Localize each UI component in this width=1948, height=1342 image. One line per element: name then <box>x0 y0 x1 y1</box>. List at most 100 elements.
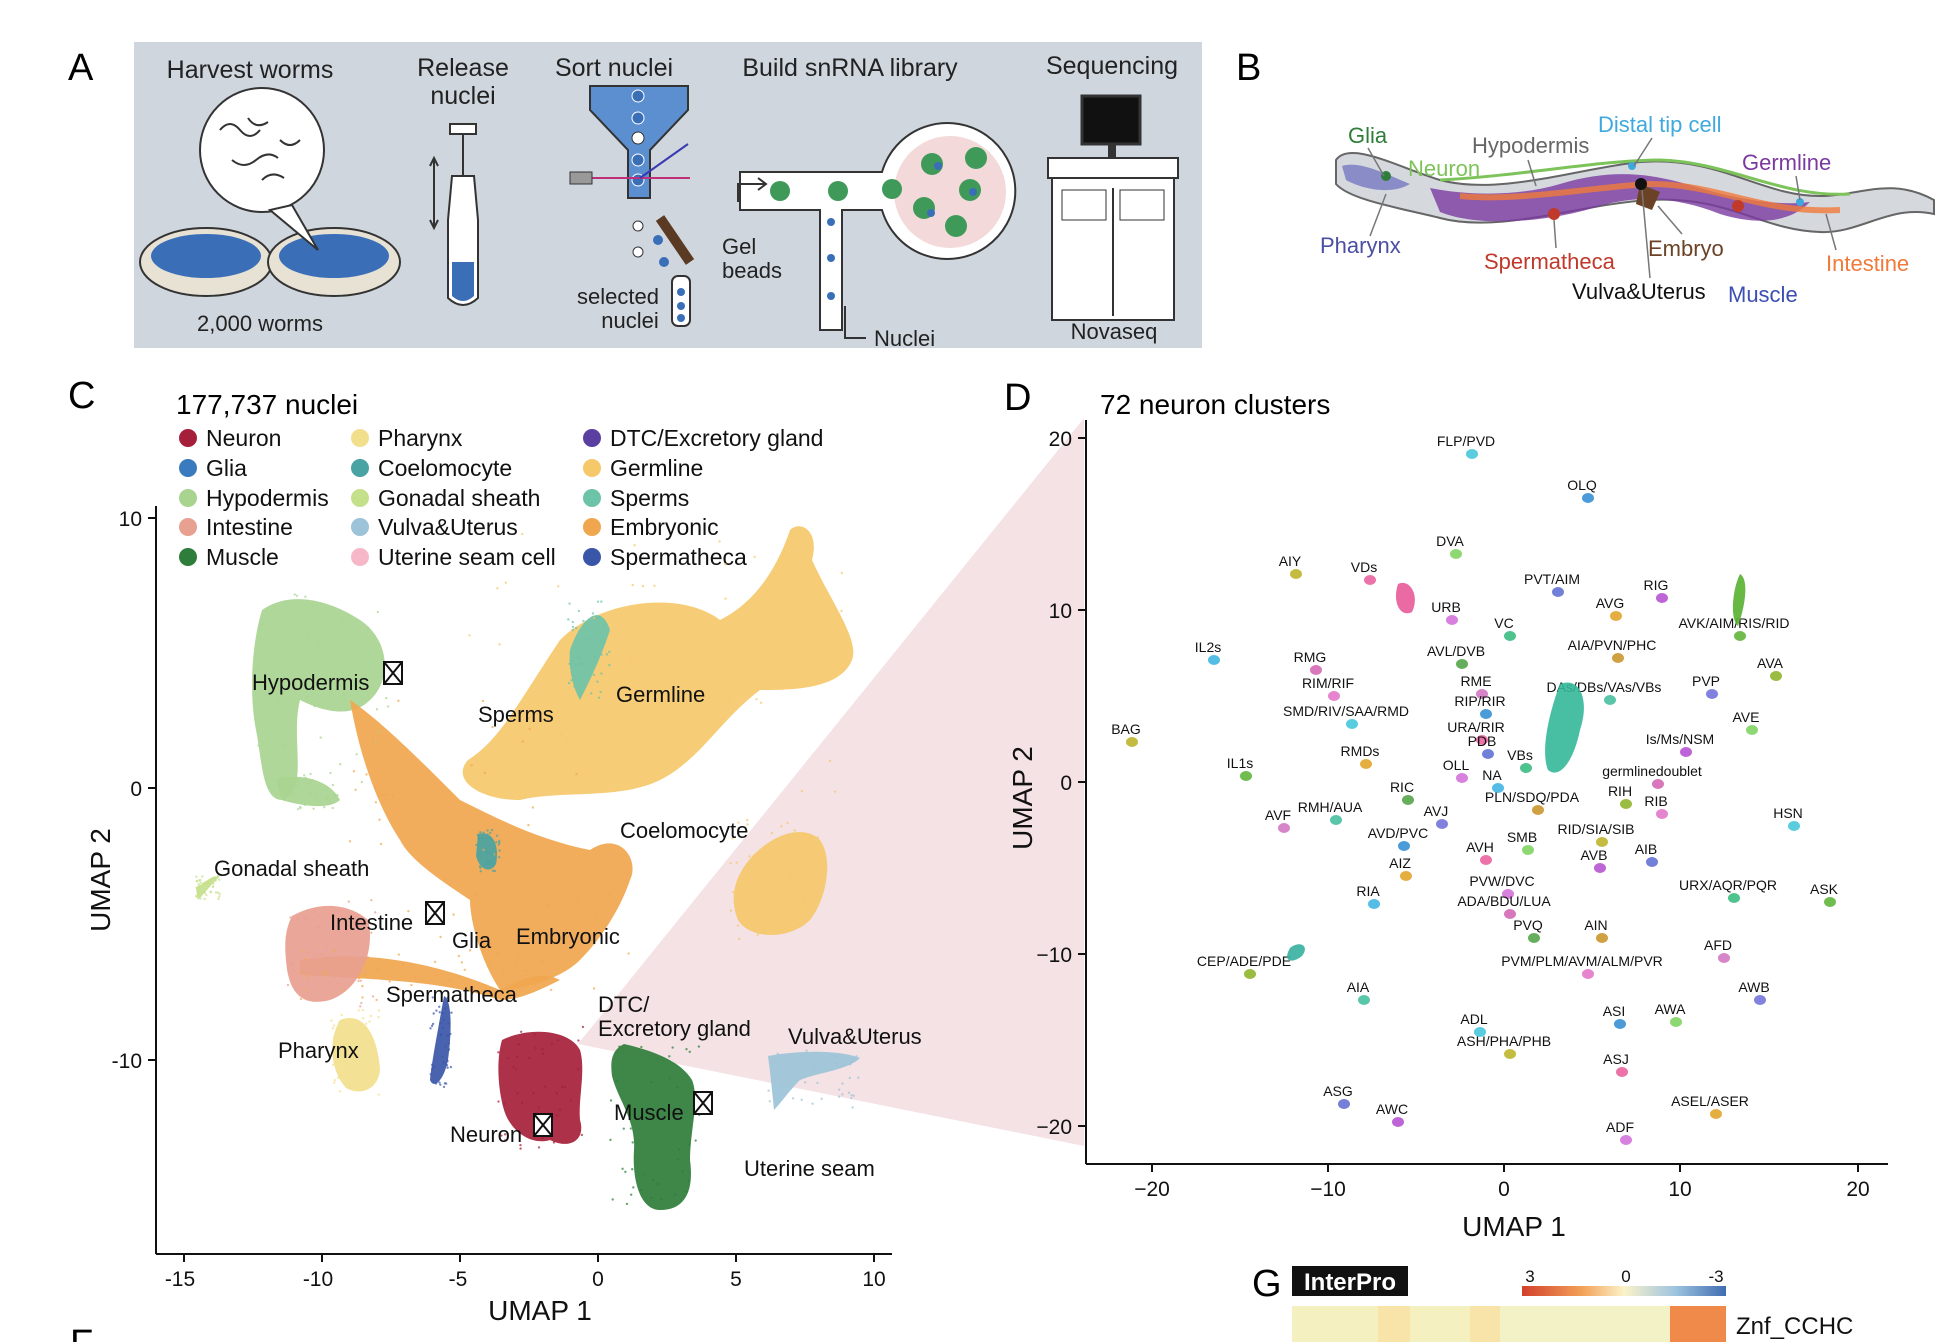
umap-point <box>696 631 698 633</box>
umap-point <box>630 1127 632 1129</box>
d-xtick-10: 10 <box>1668 1178 1691 1201</box>
label-glia: Glia <box>452 928 492 953</box>
neuron-cluster-dot-afd <box>1718 953 1730 963</box>
umap-point <box>443 1086 445 1088</box>
umap-point <box>345 624 347 626</box>
worm-label-vulva-uterus: Vulva&Uterus <box>1572 279 1706 304</box>
umap-point <box>801 790 803 792</box>
neuron-cluster-label-ria: RIA <box>1356 883 1380 899</box>
umap-point <box>538 1146 540 1148</box>
neuron-cluster-dot-dva <box>1450 549 1462 559</box>
neuron-cluster-label-olq: OLQ <box>1567 477 1597 493</box>
umap-point <box>841 1082 843 1084</box>
umap-point <box>446 1060 448 1062</box>
umap-point <box>599 691 601 693</box>
umap-point <box>341 1014 343 1016</box>
umap-point <box>377 1016 379 1018</box>
umap-point <box>212 882 214 884</box>
worm-label-intestine: Intestine <box>1826 251 1909 276</box>
neuron-cluster-label-vc: VC <box>1494 615 1513 631</box>
neuron-cluster-dot-avk-aim-ris-rid <box>1734 631 1746 641</box>
panel-c-ylabel: UMAP 2 <box>85 828 116 932</box>
neuron-cluster-label-ada-bdu-lua: ADA/BDU/LUA <box>1457 893 1551 909</box>
neuron-cluster-label-bag: BAG <box>1111 721 1141 737</box>
cluster-hypodermis <box>252 599 385 800</box>
umap-point <box>287 984 289 986</box>
neuron-cluster-dot-pdb <box>1482 749 1494 759</box>
umap-point <box>769 1100 771 1102</box>
umap-point <box>339 1090 341 1092</box>
umap-point <box>357 1073 359 1075</box>
umap-point <box>292 793 294 795</box>
umap-point <box>369 1078 371 1080</box>
neuron-cluster-label-rmg: RMG <box>1294 649 1327 665</box>
umap-point <box>503 1103 505 1105</box>
umap-point <box>738 938 740 940</box>
umap-point <box>528 728 530 730</box>
umap-point <box>575 627 577 629</box>
umap-point <box>800 907 802 909</box>
panel-d-title: 72 neuron clusters <box>1100 389 1330 420</box>
umap-point <box>484 772 486 774</box>
umap-point <box>486 845 488 847</box>
umap-point <box>283 786 285 788</box>
umap-point <box>289 916 291 918</box>
umap-point <box>309 791 311 793</box>
umap-point <box>532 806 534 808</box>
step-library-gel: Gel <box>722 234 756 259</box>
umap-point <box>374 1071 376 1073</box>
umap-point <box>626 1203 628 1205</box>
umap-point <box>296 917 298 919</box>
panel-d-neuron-clusters: FLP/PVDOLQDVAAIY VDsPVT/AIM RIGAVGURBVC AVK… <box>1111 433 1838 1145</box>
umap-point <box>775 864 777 866</box>
legend-label-embryonic: Embryonic <box>610 514 719 540</box>
umap-point <box>633 544 635 546</box>
neuron-cluster-dot-oll <box>1456 773 1468 783</box>
umap-point <box>296 784 298 786</box>
panel-label-b: B <box>1236 47 1261 89</box>
umap-point <box>855 1055 857 1057</box>
neuron-cluster-label-dva: DVA <box>1436 533 1464 549</box>
c-ytick-minus10: -10 <box>112 1050 142 1073</box>
umap-point <box>445 1082 447 1084</box>
umap-point <box>596 680 598 682</box>
umap-point <box>197 883 199 885</box>
neuron-cluster-dot-rih <box>1620 799 1632 809</box>
umap-point <box>541 960 543 962</box>
umap-point <box>429 1027 431 1029</box>
umap-point <box>448 978 450 980</box>
umap-point <box>517 1043 519 1045</box>
umap-point <box>486 833 488 835</box>
umap-point <box>294 593 296 595</box>
umap-point <box>328 799 330 801</box>
umap-point <box>730 910 732 912</box>
umap-point <box>575 773 577 775</box>
cluster-hypodermis <box>276 777 340 806</box>
umap-point <box>195 876 197 878</box>
umap-point <box>431 1025 433 1027</box>
umap-point <box>334 987 336 989</box>
label-coelomocyte: Coelomocyte <box>620 818 748 843</box>
neuron-cluster-label-avb: AVB <box>1581 847 1608 863</box>
umap-point <box>448 1048 450 1050</box>
step-sort-title: Sort nuclei <box>555 54 673 82</box>
umap-point <box>290 791 292 793</box>
umap-point <box>326 946 328 948</box>
umap-point <box>571 629 573 631</box>
umap-point <box>780 825 782 827</box>
neuron-cluster-dot-rim-rif <box>1328 691 1340 701</box>
step-release-title2: nuclei <box>430 82 495 110</box>
step-sequencing-title: Sequencing <box>1046 52 1178 80</box>
umap-point <box>790 875 792 877</box>
umap-point <box>850 1061 852 1063</box>
umap-point <box>841 1093 843 1095</box>
umap-point <box>498 843 500 845</box>
neuron-cluster-label-cep-ade-pde: CEP/ADE/PDE <box>1197 953 1291 969</box>
umap-point <box>303 988 305 990</box>
umap-point <box>507 1057 509 1059</box>
umap-point <box>527 824 529 826</box>
neuron-cluster-dot-hsn <box>1788 821 1800 831</box>
umap-point <box>489 863 491 865</box>
umap-point <box>367 1039 369 1041</box>
umap-point <box>780 1063 782 1065</box>
